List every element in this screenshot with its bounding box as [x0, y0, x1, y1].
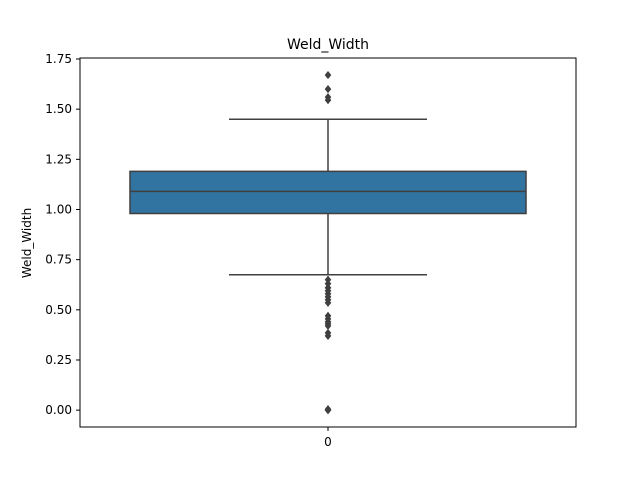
chart-title: Weld_Width [287, 37, 369, 53]
outlier-point [324, 95, 332, 105]
y-tick-label: 0.00 [45, 403, 72, 417]
y-tick-label: 1.00 [45, 202, 72, 216]
y-tick-label: 0.75 [45, 253, 72, 267]
outlier-point [324, 84, 332, 94]
y-tick-label: 1.25 [45, 152, 72, 166]
x-tick-label: 0 [324, 435, 332, 449]
outlier-point [324, 331, 332, 341]
outlier-point [324, 70, 332, 80]
y-tick-label: 1.50 [45, 102, 72, 116]
y-tick-label: 0.25 [45, 353, 72, 367]
iqr-box [129, 170, 527, 215]
y-tick-label: 0.50 [45, 303, 72, 317]
outlier-point [324, 405, 332, 415]
y-axis-label: Weld_Width [20, 208, 34, 278]
outlier-point [324, 298, 332, 307]
plot-area: 0.00 0.25 0.50 0.75 1.00 1.25 1.50 1.75 0 [45, 52, 577, 449]
y-tick-label: 1.75 [45, 52, 72, 66]
